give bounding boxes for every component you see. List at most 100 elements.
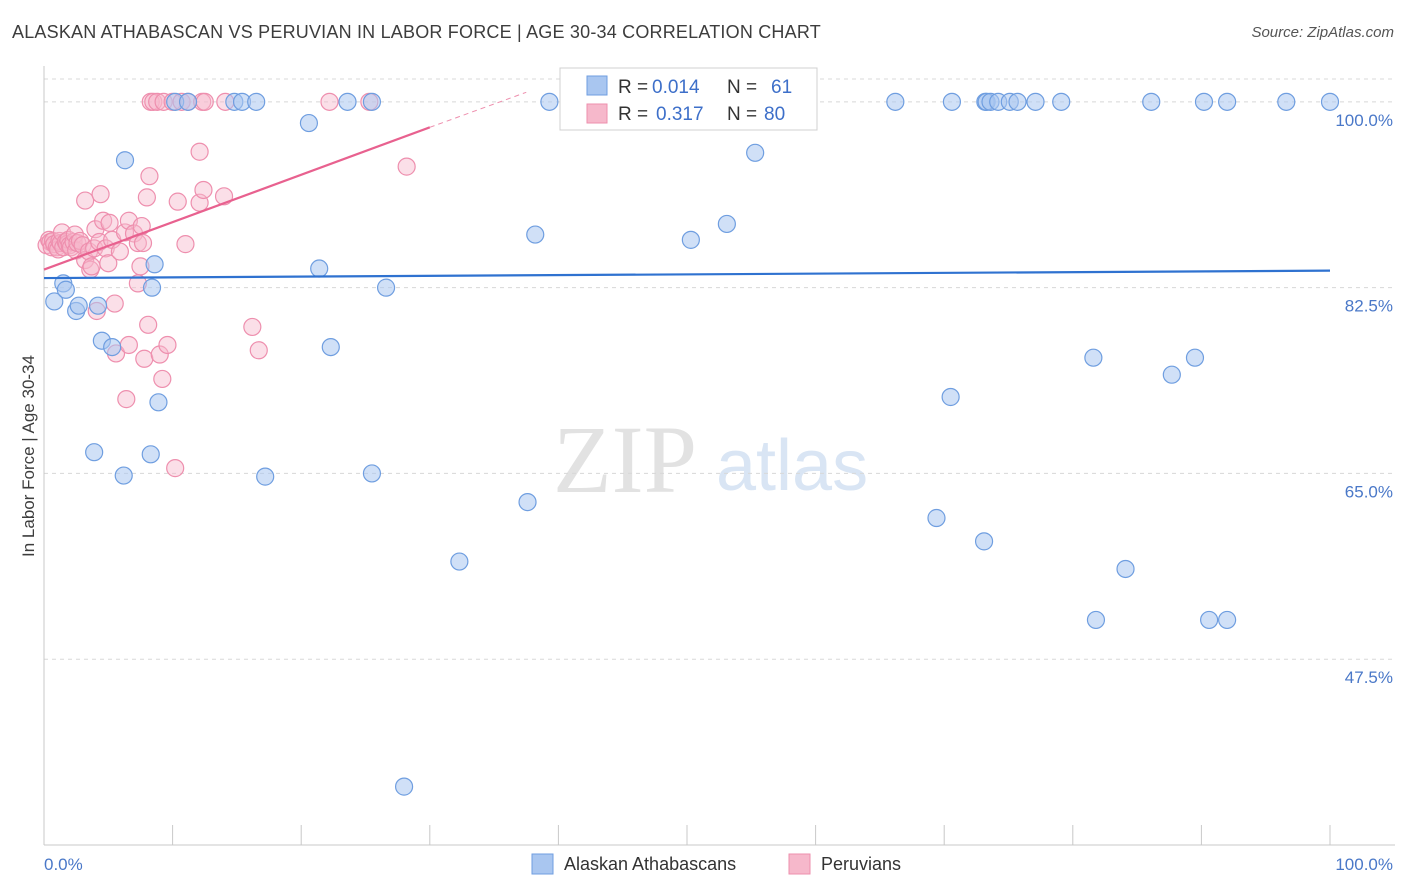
- peruvian-point: [168, 192, 187, 211]
- peruvian-trend-line: [43, 126, 431, 271]
- athabascan-point: [942, 92, 962, 111]
- athabascan-point: [1084, 348, 1103, 367]
- peruvian-point: [140, 167, 159, 186]
- x-tick-label-max: 100.0%: [1335, 855, 1393, 874]
- athabascan-point: [299, 113, 319, 133]
- peruvian-point: [91, 185, 110, 204]
- athabascan-point: [45, 292, 64, 311]
- y-tick-label: 100.0%: [1335, 111, 1393, 130]
- peruvian-point: [117, 390, 136, 409]
- athabascan-point: [1218, 92, 1237, 111]
- athabascan-point: [247, 92, 266, 111]
- peruvian-point: [158, 335, 177, 355]
- athabascan-point: [85, 443, 104, 462]
- athabascan-point: [362, 464, 382, 483]
- legend: R = 0.014 N = 61 R = 0.317 N = 80: [559, 67, 818, 131]
- peruvian-point: [150, 345, 169, 364]
- athabascan-point: [376, 278, 396, 297]
- watermark-atlas: atlas: [716, 426, 868, 506]
- peruvian-point: [100, 213, 119, 232]
- y-tick-labels: 100.0% 82.5% 65.0% 47.5%: [1335, 111, 1393, 687]
- peruvian-point: [195, 92, 214, 111]
- legend-r-label-1: R =: [618, 77, 648, 98]
- legend-r-label-2: R =: [618, 104, 648, 125]
- bottom-legend: Alaskan Athabascans Peruvians: [531, 853, 901, 875]
- athabascan-point: [310, 259, 329, 278]
- athabascan-point: [1008, 92, 1027, 111]
- y-axis-label: In Labor Force | Age 30-34: [19, 355, 38, 557]
- legend-swatch-peruvians: [586, 103, 608, 124]
- athabascan-point: [1320, 92, 1340, 111]
- peruvians-points: [37, 92, 416, 478]
- source-label: Source: ZipAtlas.com: [1251, 24, 1394, 41]
- legend-swatch-athabascans: [586, 75, 608, 96]
- y-tick-label: 65.0%: [1345, 482, 1393, 501]
- peruvian-point: [190, 142, 209, 161]
- peruvian-point: [137, 188, 156, 207]
- y-tick-label: 82.5%: [1345, 297, 1393, 316]
- athabascan-point: [450, 552, 469, 571]
- athabascan-point: [1162, 365, 1181, 384]
- athabascan-point: [256, 467, 275, 486]
- bottom-legend-swatch-athabascans: [531, 853, 554, 875]
- athabascan-point: [941, 387, 960, 407]
- peruvian-trend-extension: [429, 91, 527, 128]
- chart-title: ALASKAN ATHABASCAN VS PERUVIAN IN LABOR …: [12, 22, 821, 42]
- athabascan-point: [540, 92, 559, 111]
- peruvian-point: [397, 157, 416, 176]
- gridlines: [44, 78, 1395, 660]
- athabascan-point: [115, 151, 135, 170]
- athabascan-point: [88, 296, 108, 315]
- athabascan-point: [149, 393, 168, 412]
- peruvian-point: [135, 349, 154, 368]
- peruvian-point: [133, 233, 153, 253]
- legend-n-value-2: 80: [764, 104, 785, 125]
- athabascan-point: [1142, 92, 1161, 111]
- legend-n-label-2: N =: [727, 104, 757, 125]
- athabascan-point: [886, 92, 905, 111]
- peruvian-point: [166, 459, 185, 478]
- athabascan-point: [1194, 92, 1214, 111]
- athabascan-point: [145, 255, 164, 274]
- athabascan-point: [1052, 92, 1071, 111]
- athabascan-point: [394, 777, 414, 796]
- athabascan-point: [518, 492, 537, 512]
- athabascan-point: [362, 92, 382, 111]
- athabascan-point: [1185, 348, 1205, 367]
- athabascan-point: [103, 337, 122, 357]
- legend-n-value-1: 61: [771, 77, 792, 98]
- athabascan-point: [746, 143, 765, 162]
- athabascan-point: [1026, 92, 1045, 111]
- athabascan-point: [526, 225, 545, 244]
- x-tick-label-min: 0.0%: [44, 855, 83, 874]
- athabascan-point: [56, 280, 75, 299]
- athabascan-point: [927, 508, 946, 528]
- x-tick-labels: 0.0% 100.0%: [44, 855, 1393, 874]
- peruvian-point: [76, 191, 95, 210]
- athabascan-point: [1218, 610, 1237, 630]
- athabascan-point: [114, 466, 133, 485]
- athabascan-point: [1086, 610, 1106, 630]
- athabascan-point: [69, 296, 88, 315]
- trend-lines: [43, 91, 1331, 280]
- athabascan-trend-line: [43, 269, 1331, 280]
- legend-r-value-2: 0.317: [656, 104, 704, 125]
- peruvian-point: [148, 92, 167, 111]
- athabascan-point: [141, 445, 160, 464]
- athabascan-point: [178, 92, 198, 111]
- watermark-zip: ZIP: [553, 406, 697, 513]
- athabascan-point: [142, 278, 162, 297]
- peruvian-point: [119, 335, 138, 355]
- axes: [43, 66, 1395, 846]
- peruvian-point: [194, 180, 213, 200]
- bottom-legend-peruvians: Peruvians: [821, 854, 901, 874]
- peruvian-point: [176, 235, 195, 254]
- peruvian-point: [99, 254, 118, 273]
- legend-n-label-1: N =: [727, 77, 757, 98]
- legend-r-value-1: 0.014: [652, 77, 700, 98]
- bottom-legend-swatch-peruvians: [788, 853, 811, 875]
- peruvian-point: [243, 317, 262, 337]
- peruvian-point: [153, 369, 172, 389]
- athabascan-point: [1116, 559, 1135, 579]
